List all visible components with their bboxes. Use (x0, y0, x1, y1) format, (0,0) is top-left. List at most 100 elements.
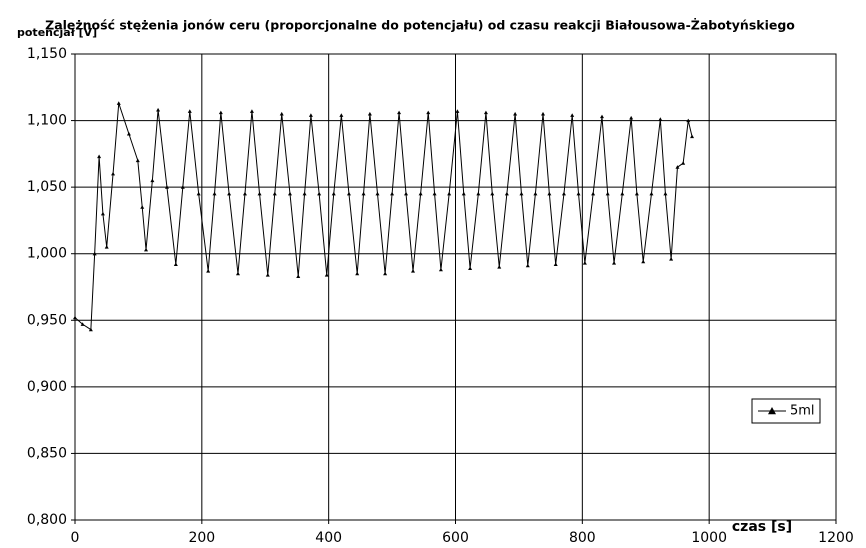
x-tick-label: 400 (315, 530, 342, 546)
data-point (675, 165, 680, 169)
data-point (513, 111, 518, 116)
data-point (375, 191, 380, 196)
data-point (591, 191, 596, 196)
data-point (73, 315, 77, 320)
data-point (390, 191, 395, 196)
data-point (331, 191, 336, 196)
data-point (525, 263, 530, 268)
data-point (681, 161, 686, 165)
data-point (690, 134, 695, 139)
y-tick-label: 0,850 (27, 445, 67, 461)
data-point (227, 191, 232, 196)
data-point (212, 191, 217, 196)
plot-frame (74, 53, 837, 521)
data-point (519, 191, 524, 196)
data-point (447, 191, 452, 196)
data-point (206, 269, 211, 273)
data-point (476, 191, 481, 196)
data-point (135, 158, 140, 163)
data-point (187, 109, 192, 113)
data-point (658, 117, 663, 121)
x-axis-label: czas [s] (732, 519, 792, 535)
data-point (576, 191, 581, 196)
x-tick-label: 1000 (691, 530, 727, 546)
data-point (483, 110, 488, 115)
data-point (404, 191, 409, 196)
data-point (235, 271, 240, 276)
data-point (339, 113, 344, 117)
data-point (156, 107, 161, 112)
series-line (74, 103, 693, 331)
data-point (669, 257, 674, 261)
data-point (533, 191, 538, 196)
data-point (324, 273, 329, 277)
data-point (242, 191, 247, 196)
y-tick-label: 1,050 (27, 179, 67, 195)
data-point (116, 101, 121, 105)
data-point (490, 191, 495, 196)
data-point (144, 247, 149, 252)
data-point (355, 271, 360, 276)
chart-title: Zależność stężenia jonów ceru (proporcjo… (45, 18, 795, 33)
data-point (257, 191, 262, 196)
data-point (468, 266, 473, 270)
data-point (605, 191, 610, 196)
data-point (92, 251, 97, 256)
data-point (249, 109, 254, 113)
x-tick-label: 600 (442, 530, 469, 546)
data-point (287, 191, 292, 196)
data-point (173, 262, 178, 266)
data-point (629, 115, 634, 120)
data-point (346, 191, 351, 196)
data-point (80, 322, 85, 326)
data-point (634, 191, 639, 196)
data-point (547, 191, 552, 196)
data-point (100, 211, 105, 216)
y-tick-label: 1,150 (27, 46, 67, 62)
data-point (88, 327, 93, 332)
data-point (663, 191, 668, 196)
y-tick-label: 0,950 (27, 312, 67, 328)
data-point (196, 191, 201, 196)
data-point (140, 205, 145, 209)
y-tick-label: 1,100 (27, 113, 67, 129)
data-point (302, 191, 307, 196)
data-point (361, 191, 366, 196)
data-point (620, 191, 625, 196)
data-point (397, 110, 402, 115)
x-tick-label: 800 (569, 530, 596, 546)
data-point (367, 111, 372, 116)
x-tick-label: 0 (71, 530, 80, 546)
data-point (438, 267, 443, 272)
data-point (411, 269, 416, 273)
data-point (497, 265, 502, 269)
data-point (418, 191, 423, 196)
data-point (308, 113, 313, 117)
x-tick-label: 200 (188, 530, 215, 546)
data-point (561, 191, 566, 196)
y-tick-label: 1,000 (27, 246, 67, 262)
data-point (111, 171, 116, 176)
data-point (455, 109, 460, 113)
data-point (317, 191, 322, 196)
data-point (570, 113, 575, 117)
data-point (272, 191, 277, 196)
data-point (164, 185, 169, 189)
y-axis-label: potencjał [V] (17, 26, 97, 39)
data-point (461, 191, 466, 196)
data-point (541, 111, 546, 116)
data-point (97, 154, 102, 159)
data-point (180, 185, 185, 189)
data-point (104, 245, 109, 249)
data-point (296, 274, 301, 278)
y-tick-label: 0,800 (27, 512, 67, 528)
x-tick-label: 1200 (818, 530, 854, 546)
legend-marker (768, 407, 776, 415)
data-point (279, 111, 284, 116)
data-point (432, 191, 437, 196)
data-point (126, 131, 131, 136)
data-point (218, 110, 223, 115)
y-tick-label: 0,900 (27, 379, 67, 395)
legend-label: 5ml (790, 404, 815, 419)
